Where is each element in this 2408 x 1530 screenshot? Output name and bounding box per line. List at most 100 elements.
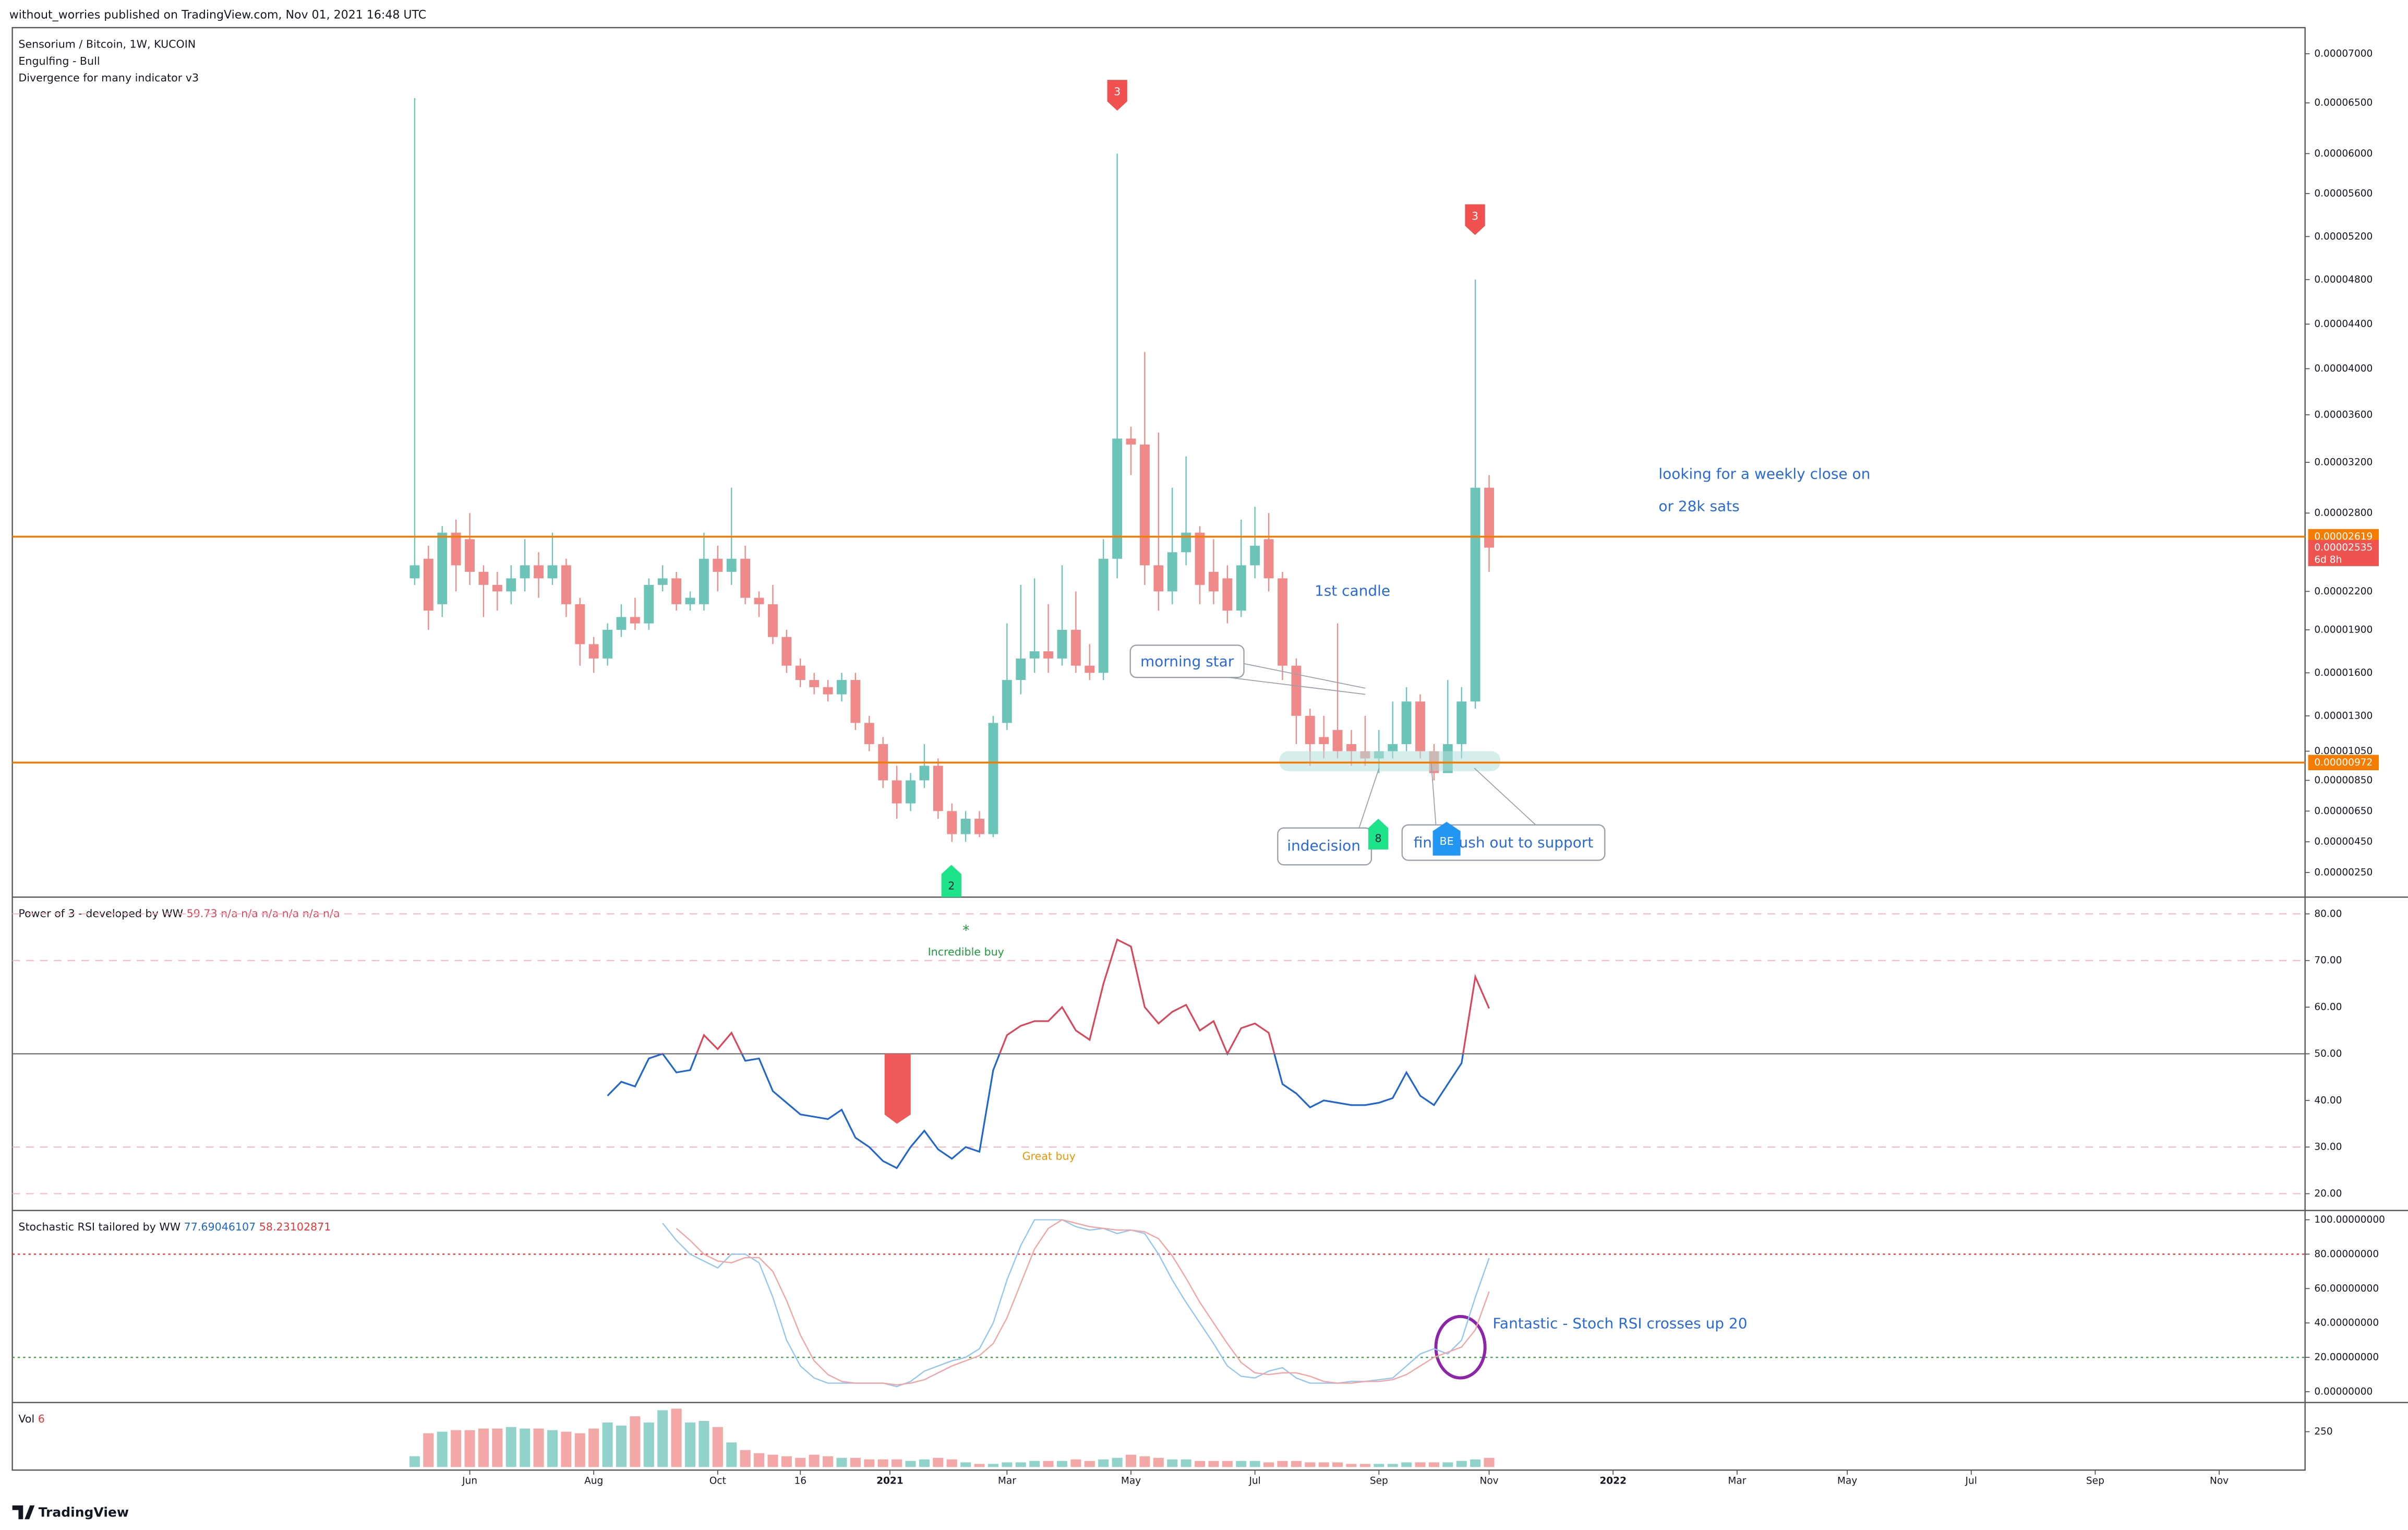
- volume-bar: [588, 1428, 599, 1467]
- x-tick-label: May: [1121, 1475, 1141, 1486]
- y-tick-label: 40.00000000: [2314, 1318, 2379, 1329]
- volume-bar: [1222, 1461, 1233, 1467]
- marker-label: 8: [1375, 832, 1382, 844]
- candle-body: [850, 680, 861, 723]
- x-tick-label: 16: [794, 1475, 806, 1486]
- volume-bar: [478, 1428, 489, 1467]
- candle-body: [1002, 680, 1012, 723]
- volume-bar: [1332, 1462, 1343, 1467]
- volume-bar: [974, 1464, 985, 1467]
- y-tick-label: 40.00: [2314, 1095, 2342, 1106]
- volume-bar: [1015, 1462, 1026, 1467]
- candle-body: [616, 617, 627, 630]
- volume-bar: [1195, 1461, 1206, 1467]
- candle-body: [1250, 545, 1260, 566]
- y-tick-label: 0.00003200: [2314, 457, 2373, 468]
- volume-bar: [1002, 1462, 1013, 1467]
- y-tick-label: 0.00001050: [2314, 746, 2373, 757]
- signal-marker: [1368, 819, 1389, 850]
- volume-bar: [1346, 1464, 1357, 1467]
- legend-value: 59.73: [187, 907, 218, 920]
- note: Incredible buy: [928, 946, 1004, 958]
- y-tick-label: 30.00: [2314, 1142, 2342, 1153]
- candle-body: [534, 565, 544, 579]
- volume-bar: [877, 1459, 888, 1467]
- signal-marker: [941, 865, 961, 898]
- annotation: morning star: [1140, 653, 1234, 670]
- x-tick-label: 2022: [1599, 1475, 1627, 1486]
- note: Great buy: [1022, 1150, 1076, 1163]
- x-tick-label: Oct: [709, 1475, 726, 1486]
- candle-body: [644, 584, 654, 624]
- candle-body: [423, 558, 434, 611]
- candle-body: [947, 811, 957, 834]
- volume-bar: [602, 1422, 613, 1467]
- volume-bar: [754, 1453, 765, 1467]
- volume-bar: [1291, 1461, 1302, 1467]
- volume-bar: [685, 1422, 696, 1467]
- candle-body: [410, 565, 420, 579]
- y-tick-label: 0.00000850: [2314, 775, 2373, 786]
- marker-label: 2: [948, 880, 955, 892]
- callout-line: [1228, 663, 1366, 695]
- volume-bar: [823, 1456, 834, 1467]
- volume-bar: [630, 1416, 641, 1467]
- indicator-legend: Engulfing - Bull: [18, 55, 100, 67]
- candle-body: [781, 637, 792, 666]
- candle-body: [671, 578, 682, 604]
- volume-bar: [547, 1430, 558, 1467]
- countdown: 6d 8h: [2314, 555, 2342, 566]
- candle-body: [1057, 629, 1067, 659]
- candle-body: [1278, 578, 1287, 666]
- candles: [410, 98, 1494, 842]
- y-tick-label: 0.00007000: [2314, 49, 2373, 59]
- candle-body: [685, 597, 695, 604]
- y-tick-label: 250: [2314, 1426, 2332, 1437]
- x-tick-label: Nov: [2210, 1475, 2229, 1486]
- candle-body: [437, 532, 448, 604]
- volume-bar: [1056, 1461, 1067, 1467]
- stoch-line: [676, 1219, 1490, 1386]
- y-tick-label: 0.00005600: [2314, 188, 2373, 199]
- y-tick-label: 80.00000000: [2314, 1249, 2379, 1260]
- volume-bar: [1139, 1456, 1150, 1467]
- candle-body: [1016, 658, 1026, 680]
- volume-bar: [1098, 1459, 1109, 1467]
- byline: without_worries published on TradingView…: [9, 8, 426, 21]
- y-tick-label: 0.00006500: [2314, 98, 2373, 109]
- candle-body: [974, 819, 984, 834]
- volume-bar: [1387, 1464, 1398, 1467]
- candle-body: [933, 766, 943, 811]
- annotation: looking for a weekly close on: [1658, 465, 1870, 483]
- symbol-legend: Sensorium / Bitcoin, 1W, KUCOIN: [18, 38, 196, 50]
- y-tick-label: 0.00003600: [2314, 409, 2373, 420]
- candle-body: [1070, 629, 1081, 666]
- y-tick-label: 60.00: [2314, 1002, 2342, 1013]
- price-label: 0.00000972: [2314, 757, 2373, 768]
- candle-body: [520, 565, 530, 579]
- y-tick-label: 60.00000000: [2314, 1283, 2379, 1294]
- brand-logo: [12, 1505, 35, 1520]
- annotation: indecision: [1287, 837, 1360, 854]
- volume-bar: [1374, 1464, 1384, 1467]
- candle-body: [837, 680, 847, 695]
- candle-body: [1456, 701, 1467, 744]
- x-tick-label: Jul: [1248, 1475, 1260, 1486]
- volume-bar: [960, 1462, 971, 1467]
- frame: [11, 27, 2306, 1471]
- volume-bar: [657, 1410, 668, 1467]
- marker-label: BE: [1440, 835, 1454, 847]
- candle-body: [1305, 715, 1315, 744]
- volume-bar: [409, 1456, 420, 1467]
- price-label-bg: [2308, 755, 2379, 771]
- y-tick-label: 0.00004000: [2314, 363, 2373, 374]
- annotation: 1st candle: [1315, 582, 1390, 599]
- candle-body: [547, 565, 558, 579]
- volume-bar: [1249, 1461, 1260, 1467]
- volume-bar: [988, 1464, 998, 1467]
- volume-bar: [740, 1450, 751, 1467]
- brand: TradingView: [39, 1505, 129, 1520]
- volume-bar: [1236, 1461, 1247, 1467]
- candle-body: [864, 723, 874, 744]
